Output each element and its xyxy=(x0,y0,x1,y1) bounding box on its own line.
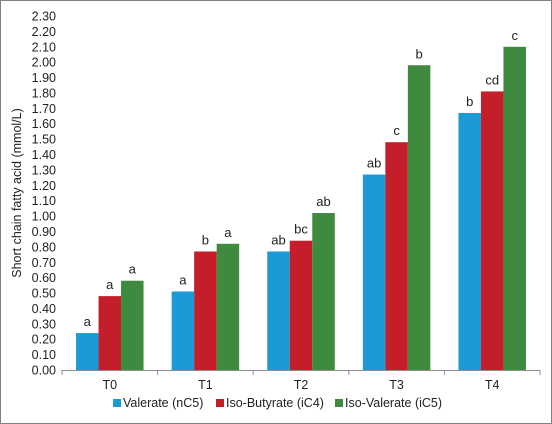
y-tick-label: 2.20 xyxy=(32,25,56,39)
y-tick-label: 1.50 xyxy=(32,133,56,147)
legend-label: Iso-Butyrate (iC4) xyxy=(226,396,324,410)
bar-t1-3 xyxy=(216,243,240,370)
bar-data-label: a xyxy=(106,277,114,292)
bar-t3-1 xyxy=(362,174,386,370)
bar-t4-2 xyxy=(480,91,504,370)
legend-swatch xyxy=(113,399,121,407)
bar-t0-3 xyxy=(121,280,144,370)
y-tick-label: 0.70 xyxy=(32,256,56,270)
y-axis: 0.00 0.100.20 0.300.400.50 0.600.70 0.800.90… xyxy=(32,10,56,378)
bar-data-label: a xyxy=(84,314,92,329)
x-tick-label: T3 xyxy=(389,378,404,392)
legend: Valerate (nC5) Iso-Butyrate (iC4) Iso-Vale… xyxy=(113,396,442,410)
y-tick-label: 0.50 xyxy=(32,287,56,301)
y-tick-label: 0.00 xyxy=(32,364,56,378)
bar-t4-3 xyxy=(503,46,526,371)
bar-t0-2 xyxy=(98,296,122,370)
y-tick-label: 1.00 xyxy=(32,210,56,224)
x-tick-label: T2 xyxy=(294,378,309,392)
x-tick-label: T4 xyxy=(485,378,500,392)
y-tick-label: 1.60 xyxy=(32,117,56,131)
y-tick-label: 2.30 xyxy=(32,10,56,24)
y-tick-label: 2.00 xyxy=(32,56,56,70)
bar-data-label: c xyxy=(393,123,400,138)
bar-t2-3 xyxy=(312,213,335,370)
bar-data-label: ab xyxy=(316,194,330,209)
bar-t2-2 xyxy=(289,240,313,370)
y-tick-label: 0.90 xyxy=(32,225,56,239)
bar-data-label: ab xyxy=(367,156,381,171)
legend-swatch xyxy=(335,399,343,407)
bar-t3-2 xyxy=(385,142,408,370)
y-tick-label: 0.30 xyxy=(32,317,56,331)
y-tick-label: 0.80 xyxy=(32,240,56,254)
y-tick-label: 2.10 xyxy=(32,40,56,54)
bar-t2-1 xyxy=(267,251,290,370)
bar-data-label: ab xyxy=(271,232,285,247)
y-tick-label: 0.40 xyxy=(32,302,56,316)
y-tick-label: 1.70 xyxy=(32,102,56,116)
bar-data-label: b xyxy=(415,46,422,61)
bar-data-label: a xyxy=(224,225,232,240)
y-tick-label: 0.60 xyxy=(32,271,56,285)
bar-t0-1 xyxy=(76,333,99,370)
bar-data-label: b xyxy=(202,232,209,247)
y-tick-label: 1.20 xyxy=(32,179,56,193)
y-tick-label: 0.20 xyxy=(32,333,56,347)
legend-label: Iso-Valerate (iC5) xyxy=(345,396,442,410)
bar-data-label: a xyxy=(129,262,137,277)
bar-t4-1 xyxy=(458,112,481,371)
legend-swatch xyxy=(216,399,224,407)
bar-data-label: b xyxy=(466,94,473,109)
bar-data-label: a xyxy=(179,273,187,288)
y-tick-label: 1.40 xyxy=(32,148,56,162)
y-tick-label: 0.10 xyxy=(32,348,56,362)
bar-t3-3 xyxy=(407,65,431,371)
x-tick-label: T1 xyxy=(198,378,213,392)
bar-t1-2 xyxy=(194,251,217,370)
x-tick-label: T0 xyxy=(103,378,118,392)
y-tick-label: 1.90 xyxy=(32,71,56,85)
bar-data-label: c xyxy=(511,28,518,43)
x-axis: T0 T1 T2 T3 T4 xyxy=(61,370,541,392)
bar-data-label: cd xyxy=(485,72,499,87)
y-axis-title: Short chain fatty acid (mmol/L) xyxy=(10,108,24,278)
y-tick-label: 1.80 xyxy=(32,86,56,100)
legend-label: Valerate (nC5) xyxy=(123,396,203,410)
bar-data-label: bc xyxy=(294,222,308,237)
y-tick-label: 1.10 xyxy=(32,194,56,208)
bar-t1-1 xyxy=(171,291,195,370)
y-tick-label: 1.30 xyxy=(32,163,56,177)
